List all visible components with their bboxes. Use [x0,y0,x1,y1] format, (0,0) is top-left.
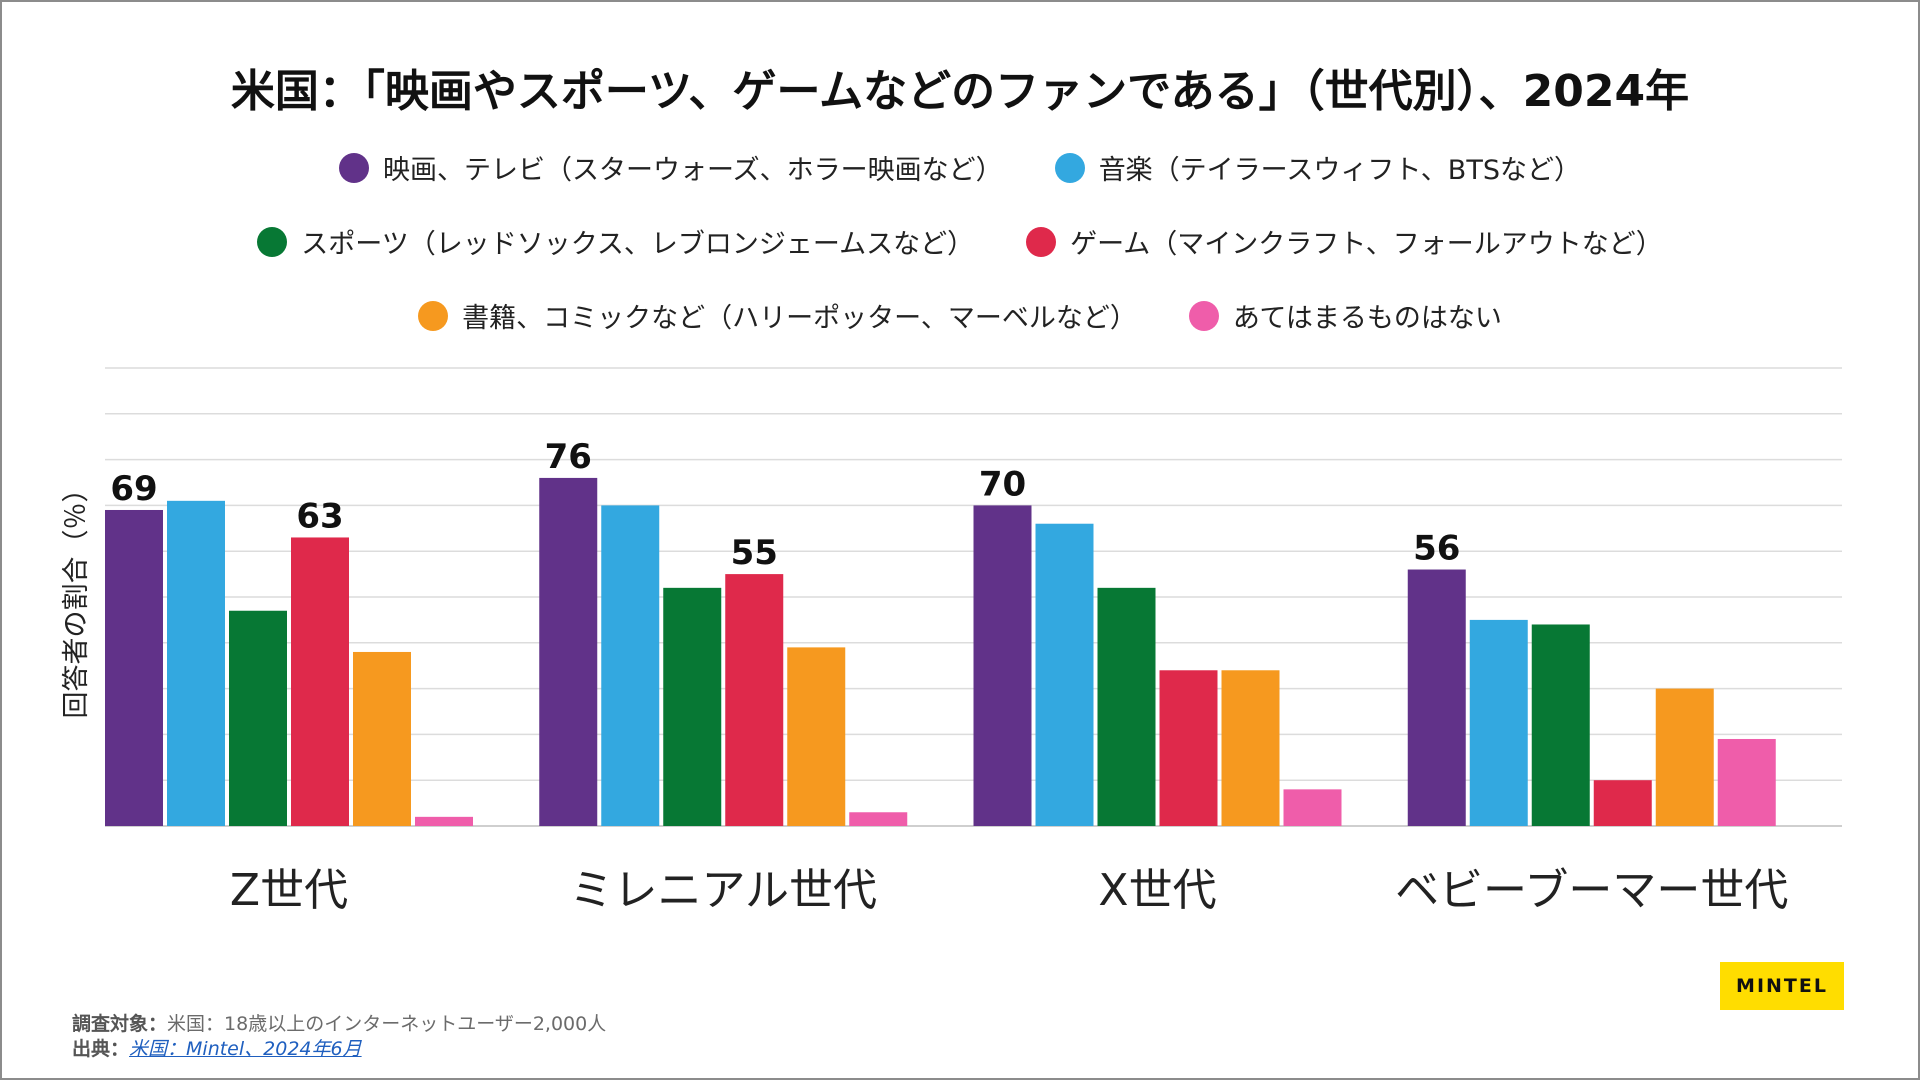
legend-label: 映画、テレビ（スターウォーズ、ホラー映画など） [383,155,1003,186]
bar [1531,624,1590,826]
legend-item-games: ゲーム（マインクラフト、フォールアウトなど） [1026,222,1663,261]
legend-label: スポーツ（レッドソックス、レブロンジェームスなど） [301,229,975,260]
legend-label: 音楽（テイラースウィフト、BTSなど） [1098,155,1581,186]
bar [167,500,225,826]
bar [1469,619,1528,826]
mintel-logo: MINTEL [1720,962,1844,1010]
legend-item-movies-tv: 映画、テレビ（スターウォーズ、ホラー映画など） [339,148,1003,187]
chart-title: 米国：「映画やスポーツ、ゲームなどのファンである」（世代別）、2024年 [230,66,1690,117]
bar [1159,670,1218,826]
legend-row-2: スポーツ（レッドソックス、レブロンジェームスなど） ゲーム（マインクラフト、フォ… [0,222,1920,261]
bar [291,537,349,826]
data-label: 76 [545,437,592,477]
data-label: 56 [1413,529,1460,569]
bar [415,816,473,826]
data-label: 70 [979,464,1026,504]
data-label: 69 [110,469,157,509]
legend-row-3: 書籍、コミックなど（ハリーポッター、マーベルなど） あてはまるものはない [0,296,1920,335]
bar [601,505,660,826]
legend-dot-movies-tv [339,152,370,183]
survey-target: 調査対象：米国：18歳以上のインターネットユーザー2,000人 [72,1013,607,1035]
bar [725,574,784,826]
legend-label: 書籍、コミックなど（ハリーポッター、マーベルなど） [462,303,1137,334]
bar [663,587,722,826]
bar [353,651,411,826]
category-label: Z世代 [230,865,348,916]
legend-dot-music [1054,152,1085,183]
bar [229,610,287,826]
category-label: ベビーブーマー世代 [1395,865,1788,916]
data-label: 55 [731,533,778,573]
legend-dot-sports [257,226,288,257]
legend-item-none: あてはまるものはない [1188,296,1502,335]
bar [1593,780,1652,826]
legend-dot-games [1026,226,1057,257]
bar [105,509,163,826]
legend-row-1: 映画、テレビ（スターウォーズ、ホラー映画など） 音楽（テイラースウィフト、BTS… [0,148,1920,187]
bar [787,647,846,826]
legend-item-books: 書籍、コミックなど（ハリーポッター、マーベルなど） [418,296,1137,335]
bar [1097,587,1156,826]
bar [1221,670,1280,826]
bar [1717,738,1776,826]
y-axis-label: 回答者の割合（％） [61,476,92,719]
category-label: ミレニアル世代 [569,865,877,916]
data-label: 63 [296,496,343,536]
bar [1407,569,1466,826]
bar [1035,523,1094,826]
category-label: X世代 [1098,865,1216,916]
bar [1283,789,1342,826]
bar [539,477,598,826]
legend-label: ゲーム（マインクラフト、フォールアウトなど） [1070,229,1663,260]
bar [973,505,1032,826]
legend-item-sports: スポーツ（レッドソックス、レブロンジェームスなど） [257,222,974,261]
bar [849,812,908,826]
legend-dot-none [1188,300,1219,331]
source-link[interactable]: 米国：Mintel、2024年6月 [129,1038,362,1060]
source-origin: 出典：米国：Mintel、2024年6月 [72,1038,362,1060]
legend-item-music: 音楽（テイラースウィフト、BTSなど） [1054,148,1581,187]
bar-chart: 回答者の割合（％） Z世代 ミレニアル世代 X世代 ベビーブーマー世代 69 63 76 55 7… [61,367,1842,916]
source-note: 調査対象：米国：18歳以上のインターネットユーザー2,000人 出典：米国：Mi… [72,1012,606,1062]
legend-label: あてはまるものはない [1232,303,1502,334]
bar [1655,688,1714,826]
legend-dot-books [418,300,449,331]
